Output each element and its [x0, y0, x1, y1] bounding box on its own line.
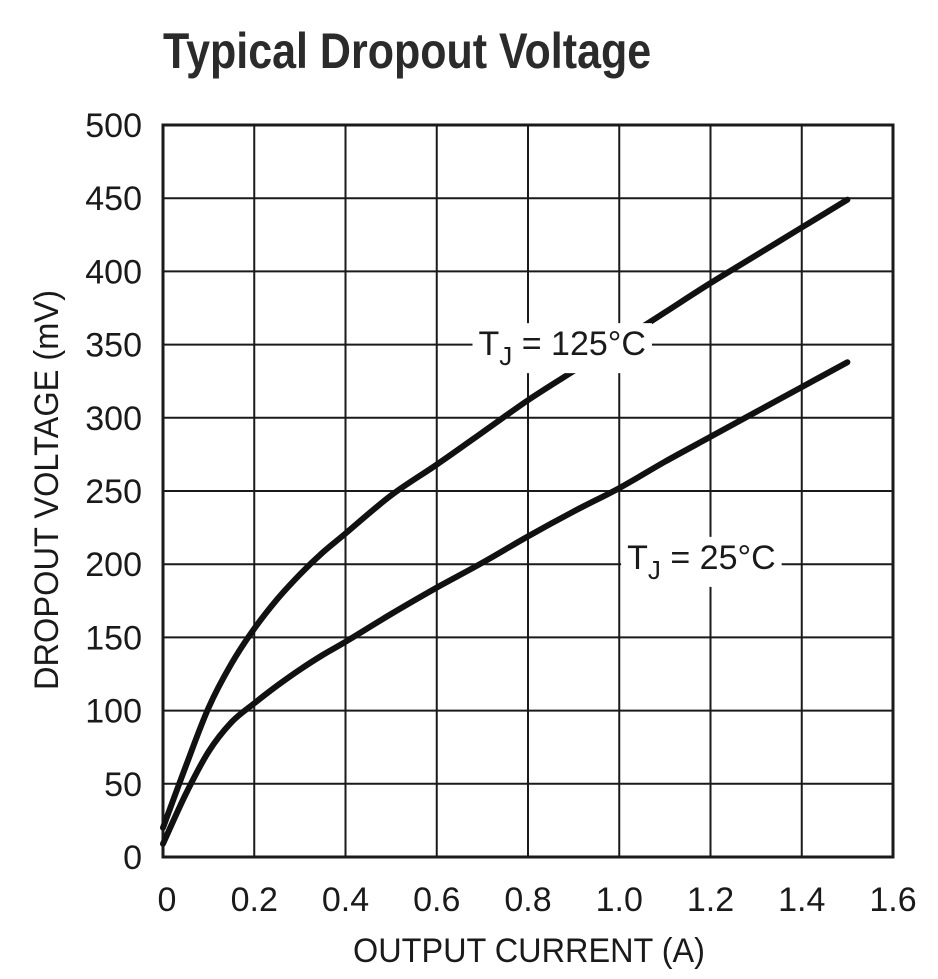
y-tick-label: 350 [85, 327, 142, 365]
plot-frame [161, 123, 895, 859]
y-tick-label: 450 [85, 180, 142, 218]
series-label-bg [472, 323, 652, 374]
x-tick-label: 1.6 [869, 881, 916, 919]
series-label-main: T [627, 539, 648, 577]
series-label-0: TJ = 125°C [472, 323, 652, 374]
series-label-text: TJ = 125°C [479, 325, 646, 371]
series-label-1: TJ = 25°C [621, 536, 782, 587]
y-tick-label: 300 [85, 400, 142, 438]
y-tick-labels: 0 50 100 150 200 250 300 350 400 450 500 [85, 107, 142, 877]
x-tick-label: 0.4 [322, 881, 369, 919]
y-tick-label: 50 [104, 766, 142, 804]
x-tick-label: 0.8 [504, 881, 551, 919]
series-label-rest: = 125°C [512, 325, 646, 363]
series-label-rest: = 25°C [661, 539, 776, 577]
grid [161, 123, 895, 859]
x-tick-label: 1.0 [596, 881, 643, 919]
series-label-bg [621, 536, 782, 587]
series-label-subscript: J [648, 555, 661, 585]
y-tick-label: 100 [85, 693, 142, 731]
x-tick-label: 0 [158, 881, 177, 919]
series-label-main: T [479, 325, 500, 363]
y-tick-label: 200 [85, 546, 142, 584]
x-axis-label: OUTPUT CURRENT (A) [353, 932, 705, 970]
y-tick-label: 250 [85, 473, 142, 511]
chart-title: Typical Dropout Voltage [163, 23, 652, 79]
series-label-subscript: J [499, 341, 512, 371]
x-tick-labels: 0 0.2 0.4 0.6 0.8 1.0 1.2 1.4 1.6 [158, 881, 917, 919]
x-tick-label: 0.2 [231, 881, 278, 919]
y-tick-label: 500 [85, 107, 142, 145]
series-labels: TJ = 125°CTJ = 25°C [472, 323, 782, 587]
y-tick-label: 150 [85, 619, 142, 657]
series-line-1 [160, 359, 851, 847]
x-tick-label: 1.4 [778, 881, 825, 919]
x-tick-label: 0.6 [413, 881, 460, 919]
series-lines [160, 196, 851, 847]
y-tick-label: 400 [85, 253, 142, 291]
y-axis-label: DROPOUT VOLTAGE (mV) [28, 290, 66, 690]
series-label-text: TJ = 25°C [627, 539, 776, 585]
series-line-0 [160, 196, 851, 831]
x-tick-label: 1.2 [687, 881, 734, 919]
y-tick-label: 0 [123, 839, 142, 877]
